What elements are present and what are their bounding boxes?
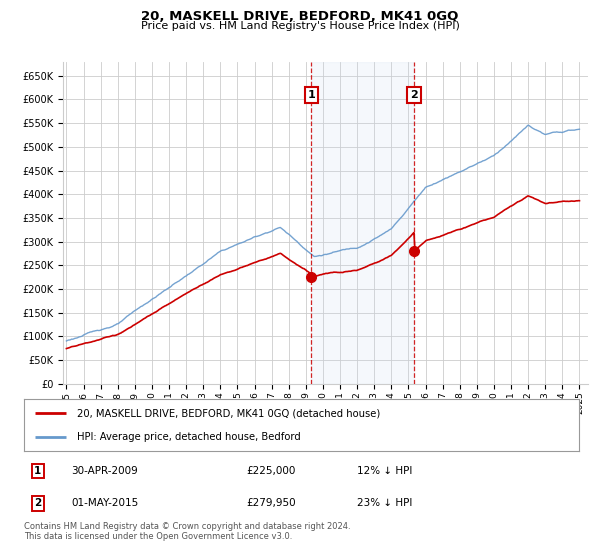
Text: 23% ↓ HPI: 23% ↓ HPI: [357, 498, 412, 508]
Text: Price paid vs. HM Land Registry's House Price Index (HPI): Price paid vs. HM Land Registry's House …: [140, 21, 460, 31]
Text: HPI: Average price, detached house, Bedford: HPI: Average price, detached house, Bedf…: [77, 432, 301, 442]
Bar: [311, 62, 414, 384]
Text: 20, MASKELL DRIVE, BEDFORD, MK41 0GQ: 20, MASKELL DRIVE, BEDFORD, MK41 0GQ: [142, 10, 458, 23]
Text: 01-MAY-2015: 01-MAY-2015: [71, 498, 139, 508]
Text: 2: 2: [410, 90, 418, 100]
Text: Contains HM Land Registry data © Crown copyright and database right 2024.
This d: Contains HM Land Registry data © Crown c…: [24, 522, 350, 542]
Text: 1: 1: [308, 90, 316, 100]
Text: £225,000: £225,000: [246, 466, 295, 476]
Text: 2: 2: [34, 498, 41, 508]
Text: 20, MASKELL DRIVE, BEDFORD, MK41 0GQ (detached house): 20, MASKELL DRIVE, BEDFORD, MK41 0GQ (de…: [77, 408, 380, 418]
Text: 1: 1: [34, 466, 41, 476]
Text: 12% ↓ HPI: 12% ↓ HPI: [357, 466, 412, 476]
Text: 30-APR-2009: 30-APR-2009: [71, 466, 138, 476]
Text: £279,950: £279,950: [246, 498, 296, 508]
